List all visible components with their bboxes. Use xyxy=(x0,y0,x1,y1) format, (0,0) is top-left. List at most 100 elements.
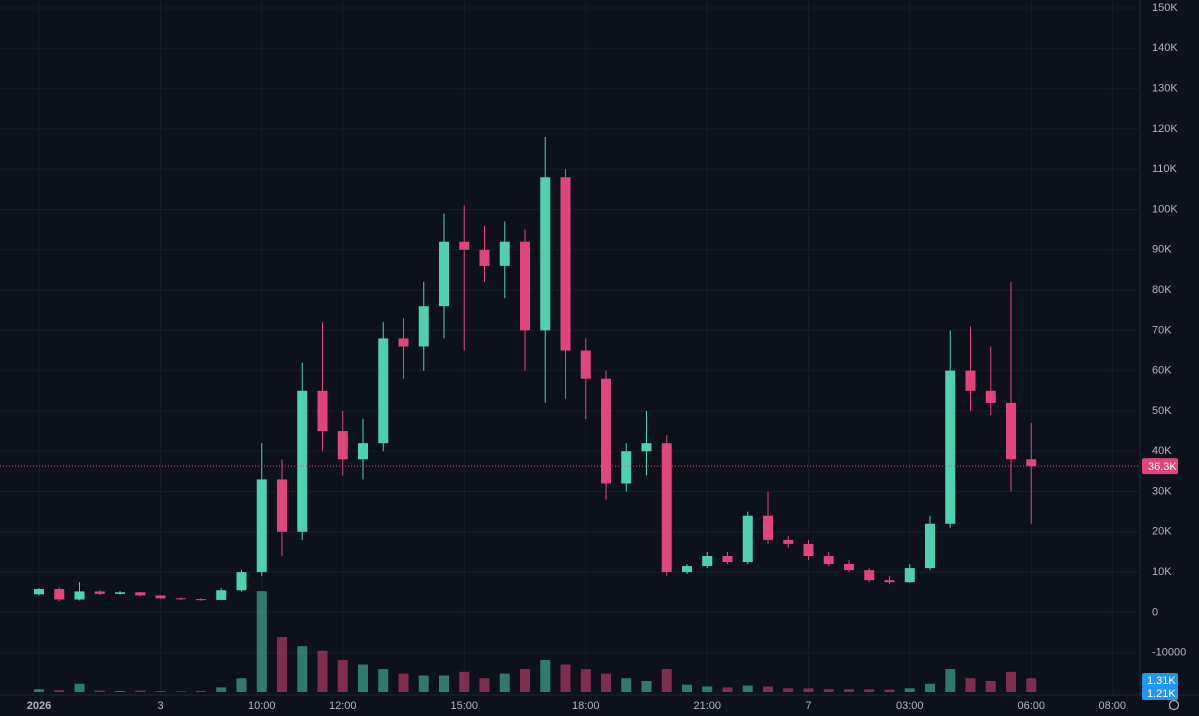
current-price-label: 36.3K xyxy=(1148,461,1177,473)
volume-bar xyxy=(115,691,125,692)
candle-body xyxy=(540,177,551,331)
volume-badge xyxy=(1142,672,1178,687)
candle-body xyxy=(1026,459,1037,467)
x-tick-label: 3 xyxy=(157,700,163,712)
y-tick-label: 120K xyxy=(1152,123,1178,135)
volume-bar xyxy=(317,650,328,692)
x-tick-label: 15:00 xyxy=(450,700,478,712)
volume-bar xyxy=(520,669,530,692)
candle-body xyxy=(661,443,672,573)
volume-bar xyxy=(925,683,935,692)
volume-bar xyxy=(904,688,915,692)
volume-bar xyxy=(34,689,44,692)
volume-bar xyxy=(236,678,247,692)
candle-body xyxy=(418,306,429,347)
candle-body xyxy=(155,595,166,599)
candle-body xyxy=(398,338,409,347)
volume-bar xyxy=(540,659,551,692)
volume-badge xyxy=(1142,685,1178,700)
candle-body xyxy=(985,390,996,403)
volume-bar xyxy=(783,688,794,692)
candle-body xyxy=(864,570,875,581)
candle-body xyxy=(175,598,186,600)
candle-body xyxy=(54,589,65,600)
volume-bar xyxy=(398,673,409,692)
volume-bar xyxy=(844,689,854,692)
volume-bar xyxy=(337,659,348,692)
candle-body xyxy=(722,556,733,563)
y-tick-label: 0 xyxy=(1152,606,1158,618)
candle-body xyxy=(520,241,530,331)
x-tick-label: 06:00 xyxy=(1017,700,1045,712)
candle-body xyxy=(337,431,348,460)
candle-body xyxy=(317,390,328,432)
volume-bar xyxy=(1026,678,1037,692)
candle-body xyxy=(925,523,935,569)
candle-body xyxy=(803,543,814,556)
volume-bar xyxy=(884,689,895,692)
candle-body xyxy=(135,592,146,596)
candle-body xyxy=(115,592,125,594)
x-tick-label: 12:00 xyxy=(329,700,357,712)
y-tick-label: 70K xyxy=(1152,324,1172,336)
candle-body xyxy=(884,580,895,583)
candle-body xyxy=(621,451,632,484)
candle-body xyxy=(459,241,470,250)
candle-body xyxy=(641,443,652,452)
volume-label: 1.21K xyxy=(1147,688,1176,700)
volume-bar xyxy=(803,688,814,692)
x-tick-label: 10:00 xyxy=(248,700,276,712)
volume-bar xyxy=(74,683,85,692)
volume-bar xyxy=(560,664,571,692)
y-tick-label: 110K xyxy=(1152,163,1178,175)
volume-bar xyxy=(54,690,65,692)
x-tick-label: 7 xyxy=(805,700,811,712)
y-tick-label: 30K xyxy=(1152,485,1172,497)
current-price-badge xyxy=(1142,458,1178,475)
candle-body xyxy=(682,566,692,573)
candle-body xyxy=(479,249,490,266)
candle-body xyxy=(601,378,611,484)
settings-icon[interactable] xyxy=(1168,699,1180,711)
candle-body xyxy=(702,556,713,567)
candle-body xyxy=(94,591,105,594)
volume-bar xyxy=(702,686,713,692)
x-tick-label: 18:00 xyxy=(572,700,600,712)
x-tick-label: 2026 xyxy=(27,700,51,712)
volume-label: 1.31K xyxy=(1147,675,1176,687)
volume-bar xyxy=(155,691,166,692)
candle-body xyxy=(844,564,854,571)
volume-bar xyxy=(418,675,429,692)
candle-body xyxy=(236,572,247,591)
candle-body xyxy=(439,241,449,307)
volume-bar xyxy=(661,669,672,692)
y-tick-label: 50K xyxy=(1152,405,1172,417)
volume-bar xyxy=(479,678,490,692)
candle-body xyxy=(742,515,753,563)
volume-bar xyxy=(965,678,976,692)
volume-bar xyxy=(175,691,186,692)
y-tick-label: 40K xyxy=(1152,445,1172,457)
volume-bar xyxy=(722,687,733,692)
volume-bar xyxy=(439,675,449,692)
volume-bar xyxy=(297,646,308,692)
volume-bar xyxy=(277,637,287,692)
candle-body xyxy=(1006,402,1016,460)
y-tick-label: 60K xyxy=(1152,365,1172,377)
volume-bar xyxy=(358,664,368,692)
volume-bar xyxy=(641,681,652,692)
candle-body xyxy=(763,515,773,540)
candle-body xyxy=(783,539,794,544)
y-tick-label: 20K xyxy=(1152,526,1172,538)
volume-bar xyxy=(580,669,591,692)
x-tick-label: 08:00 xyxy=(1098,700,1126,712)
candle-body xyxy=(904,568,915,583)
volume-bar xyxy=(601,673,611,692)
volume-bar xyxy=(742,685,753,692)
candle-body xyxy=(256,479,267,573)
candle-body xyxy=(823,556,834,565)
volume-bar xyxy=(864,689,875,692)
candle-body xyxy=(74,591,85,600)
